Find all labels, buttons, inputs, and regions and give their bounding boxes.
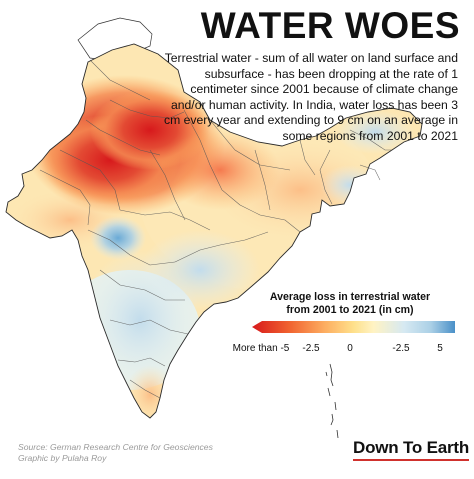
legend-title-line2: from 2001 to 2021 (in cm) <box>286 304 414 316</box>
legend-title-line1: Average loss in terrestrial water <box>269 291 431 303</box>
title: WATER WOES <box>200 5 460 46</box>
state-borders <box>39 59 392 399</box>
legend-tick-1: More than -5 <box>232 343 290 354</box>
graphic-credit-line: Graphic by Pulaha Roy <box>18 453 107 463</box>
legend-colorbar <box>252 321 455 333</box>
andaman-nicobar-islands <box>325 363 339 439</box>
legend: Average loss in terrestrial water from 2… <box>232 291 448 354</box>
brand-logo: Down To Earth <box>353 438 469 461</box>
source-line: Source: German Research Centre for Geosc… <box>18 442 213 452</box>
legend-tick-3: 0 <box>347 343 353 354</box>
legend-tick-4: -2.5 <box>392 343 410 354</box>
legend-tick-5: 5 <box>437 343 443 354</box>
legend-tick-2: -2.5 <box>302 343 320 354</box>
description: Terrestrial water - sum of all water on … <box>163 51 458 143</box>
source-credit: Source: German Research Centre for Geosc… <box>18 442 213 464</box>
